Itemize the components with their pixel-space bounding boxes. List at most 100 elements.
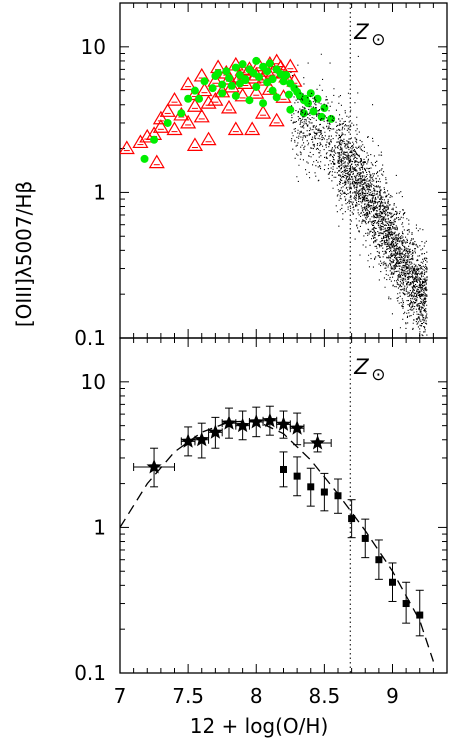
red-triangle-point: [227, 121, 244, 136]
x-tick-label: 8: [250, 684, 263, 708]
green-circle-point: [163, 118, 172, 127]
red-triangle-point: [200, 131, 217, 146]
red-triangle-point: [139, 128, 156, 143]
green-circle-point: [200, 77, 209, 86]
green-circle-point: [254, 73, 263, 82]
green-circle-point: [282, 71, 291, 80]
star-point: [275, 416, 292, 431]
top-panel: 0.1 1 10 Z ⊙: [74, 2, 448, 350]
x-tick-label: 7: [114, 684, 127, 708]
red-triangle-point: [148, 154, 165, 169]
green-circle-point: [218, 80, 227, 89]
red-triangle-point: [166, 121, 183, 136]
star-point: [146, 459, 162, 474]
star-point: [289, 420, 305, 435]
x-tick-label: 8.5: [308, 684, 340, 708]
data-layer: [120, 405, 435, 662]
red-triangle-point: [186, 98, 203, 112]
red-triangle-point: [255, 105, 272, 119]
green-circle-point: [306, 89, 315, 98]
red-triangle-point: [152, 119, 169, 133]
solar-annotation: Z: [353, 355, 369, 379]
green-circle-point: [252, 82, 261, 91]
green-circle-point: [245, 96, 254, 105]
green-circle-point: [313, 94, 322, 103]
x-tick-label: 9: [386, 684, 399, 708]
green-circle-point: [263, 67, 272, 76]
green-circle-point: [265, 59, 274, 68]
green-circle-point: [190, 86, 199, 95]
star-point: [207, 424, 223, 439]
green-circle-point: [268, 86, 277, 95]
square-point: [280, 465, 287, 473]
red-triangle-point: [268, 112, 285, 127]
red-triangle-point: [186, 137, 203, 152]
green-circle-point: [177, 109, 186, 118]
green-circle-point: [231, 91, 240, 100]
y-tick-label: 0.1: [74, 661, 106, 685]
solar-annotation: Z: [353, 20, 369, 44]
red-triangle-point: [200, 95, 217, 109]
green-circle-point: [222, 67, 231, 76]
star-point: [262, 412, 278, 428]
green-circle-point: [317, 112, 326, 121]
green-circle-point: [327, 114, 336, 123]
y-tick-label: 0.1: [74, 326, 106, 350]
square-point: [375, 556, 383, 564]
red-triangle-point: [159, 103, 176, 117]
green-circle-point: [140, 154, 149, 163]
green-circle-point: [284, 90, 293, 99]
green-circle-point: [214, 69, 223, 78]
green-circle-point: [286, 105, 295, 114]
y-tick-label: 1: [93, 515, 106, 539]
green-circle-point: [218, 89, 227, 98]
y-axis-label: [OIII]λ5007/Hβ: [12, 181, 36, 327]
square-point: [348, 515, 356, 523]
x-axis-label: 12 + log(O/H): [190, 714, 329, 738]
sun-symbol: ⊙: [371, 365, 385, 385]
green-circle-point: [150, 135, 159, 144]
red-triangle-point: [220, 99, 238, 114]
green-circle-point: [195, 94, 204, 103]
red-triangle-point: [244, 121, 261, 136]
model-dashed-curve: [120, 420, 435, 662]
green-circle-point: [309, 107, 318, 116]
y-tick-label: 10: [81, 35, 106, 59]
star-point: [221, 415, 237, 430]
red-triangle-point: [282, 58, 299, 73]
green-circle-point: [225, 74, 233, 83]
square-point: [389, 578, 396, 586]
red-triangle-point: [193, 108, 210, 123]
green-circle-point: [227, 81, 236, 90]
red-triangle-point: [207, 92, 224, 106]
red-triangle-point: [196, 82, 213, 97]
green-circle-point: [231, 63, 240, 72]
green-circle-point: [184, 94, 193, 103]
green-circle-point: [263, 78, 272, 87]
square-point: [402, 600, 410, 608]
green-circle-point: [235, 79, 244, 88]
green-circle-point: [272, 93, 281, 102]
green-circle-point: [259, 99, 268, 108]
green-circle-point: [238, 60, 247, 69]
green-circle-point: [299, 109, 308, 118]
y-tick-label: 10: [81, 370, 106, 394]
red-triangle-point: [152, 110, 169, 125]
sun-symbol: ⊙: [371, 30, 385, 50]
x-tick-label: 7.5: [172, 684, 204, 708]
bottom-panel: 0.1 1 10 7 7.5 8 8.5 9 Z ⊙: [74, 337, 448, 708]
green-circle-point: [241, 75, 250, 84]
red-triangle-point: [166, 92, 183, 106]
green-circle-point: [208, 84, 217, 93]
square-point: [416, 611, 424, 619]
green-circle-point: [301, 94, 310, 103]
square-point: [320, 488, 328, 496]
star-point: [310, 435, 326, 450]
red-triangle-point: [248, 85, 265, 99]
data-layer: [120, 53, 428, 338]
green-circle-point: [235, 71, 244, 80]
square-point: [334, 492, 342, 500]
green-circle-point: [279, 77, 288, 86]
green-circle-point: [252, 56, 261, 65]
